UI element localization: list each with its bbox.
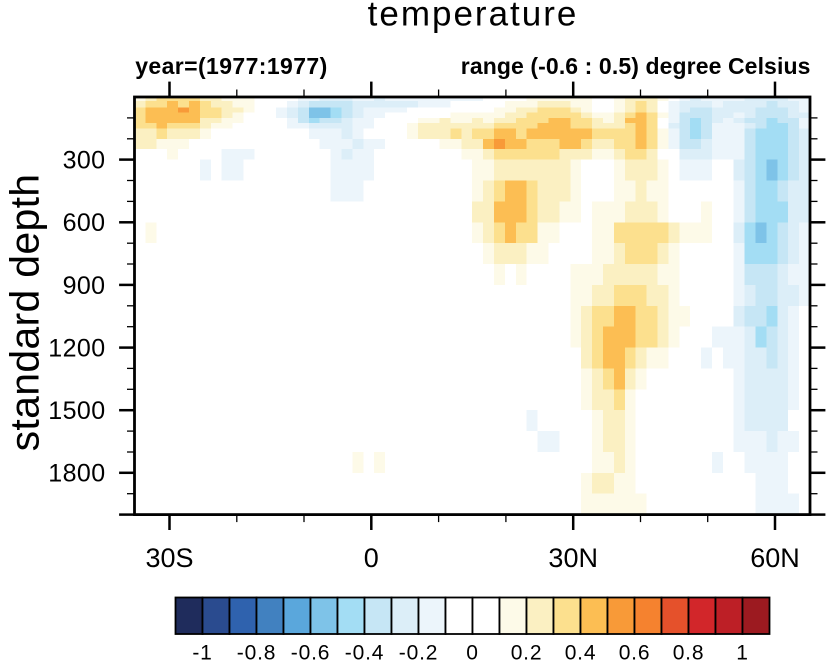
svg-text:-0.4: -0.4 — [345, 642, 384, 663]
svg-text:-0.6: -0.6 — [291, 642, 330, 663]
svg-text:300: 300 — [63, 147, 106, 175]
svg-text:0: 0 — [364, 543, 379, 573]
svg-text:-0.8: -0.8 — [237, 642, 276, 663]
svg-text:0: 0 — [466, 642, 478, 663]
svg-text:temperature: temperature — [368, 0, 579, 34]
svg-text:900: 900 — [63, 272, 106, 300]
svg-text:range (-0.6 : 0.5) degree Cels: range (-0.6 : 0.5) degree Celsius — [461, 53, 811, 79]
svg-text:0.4: 0.4 — [565, 642, 597, 663]
svg-text:0.6: 0.6 — [619, 642, 651, 663]
svg-text:1800: 1800 — [48, 460, 105, 488]
svg-text:30N: 30N — [548, 543, 598, 573]
svg-text:1: 1 — [736, 642, 748, 663]
svg-text:year=(1977:1977): year=(1977:1977) — [135, 53, 327, 79]
svg-text:0.2: 0.2 — [511, 642, 543, 663]
svg-text:-1: -1 — [192, 642, 212, 663]
svg-text:standard depth: standard depth — [2, 174, 48, 452]
svg-text:30S: 30S — [145, 543, 193, 573]
svg-text:-0.2: -0.2 — [399, 642, 438, 663]
svg-text:1200: 1200 — [48, 335, 105, 363]
svg-text:0.8: 0.8 — [673, 642, 705, 663]
svg-text:60N: 60N — [750, 543, 800, 573]
svg-text:1500: 1500 — [48, 397, 105, 425]
svg-text:600: 600 — [63, 209, 106, 237]
